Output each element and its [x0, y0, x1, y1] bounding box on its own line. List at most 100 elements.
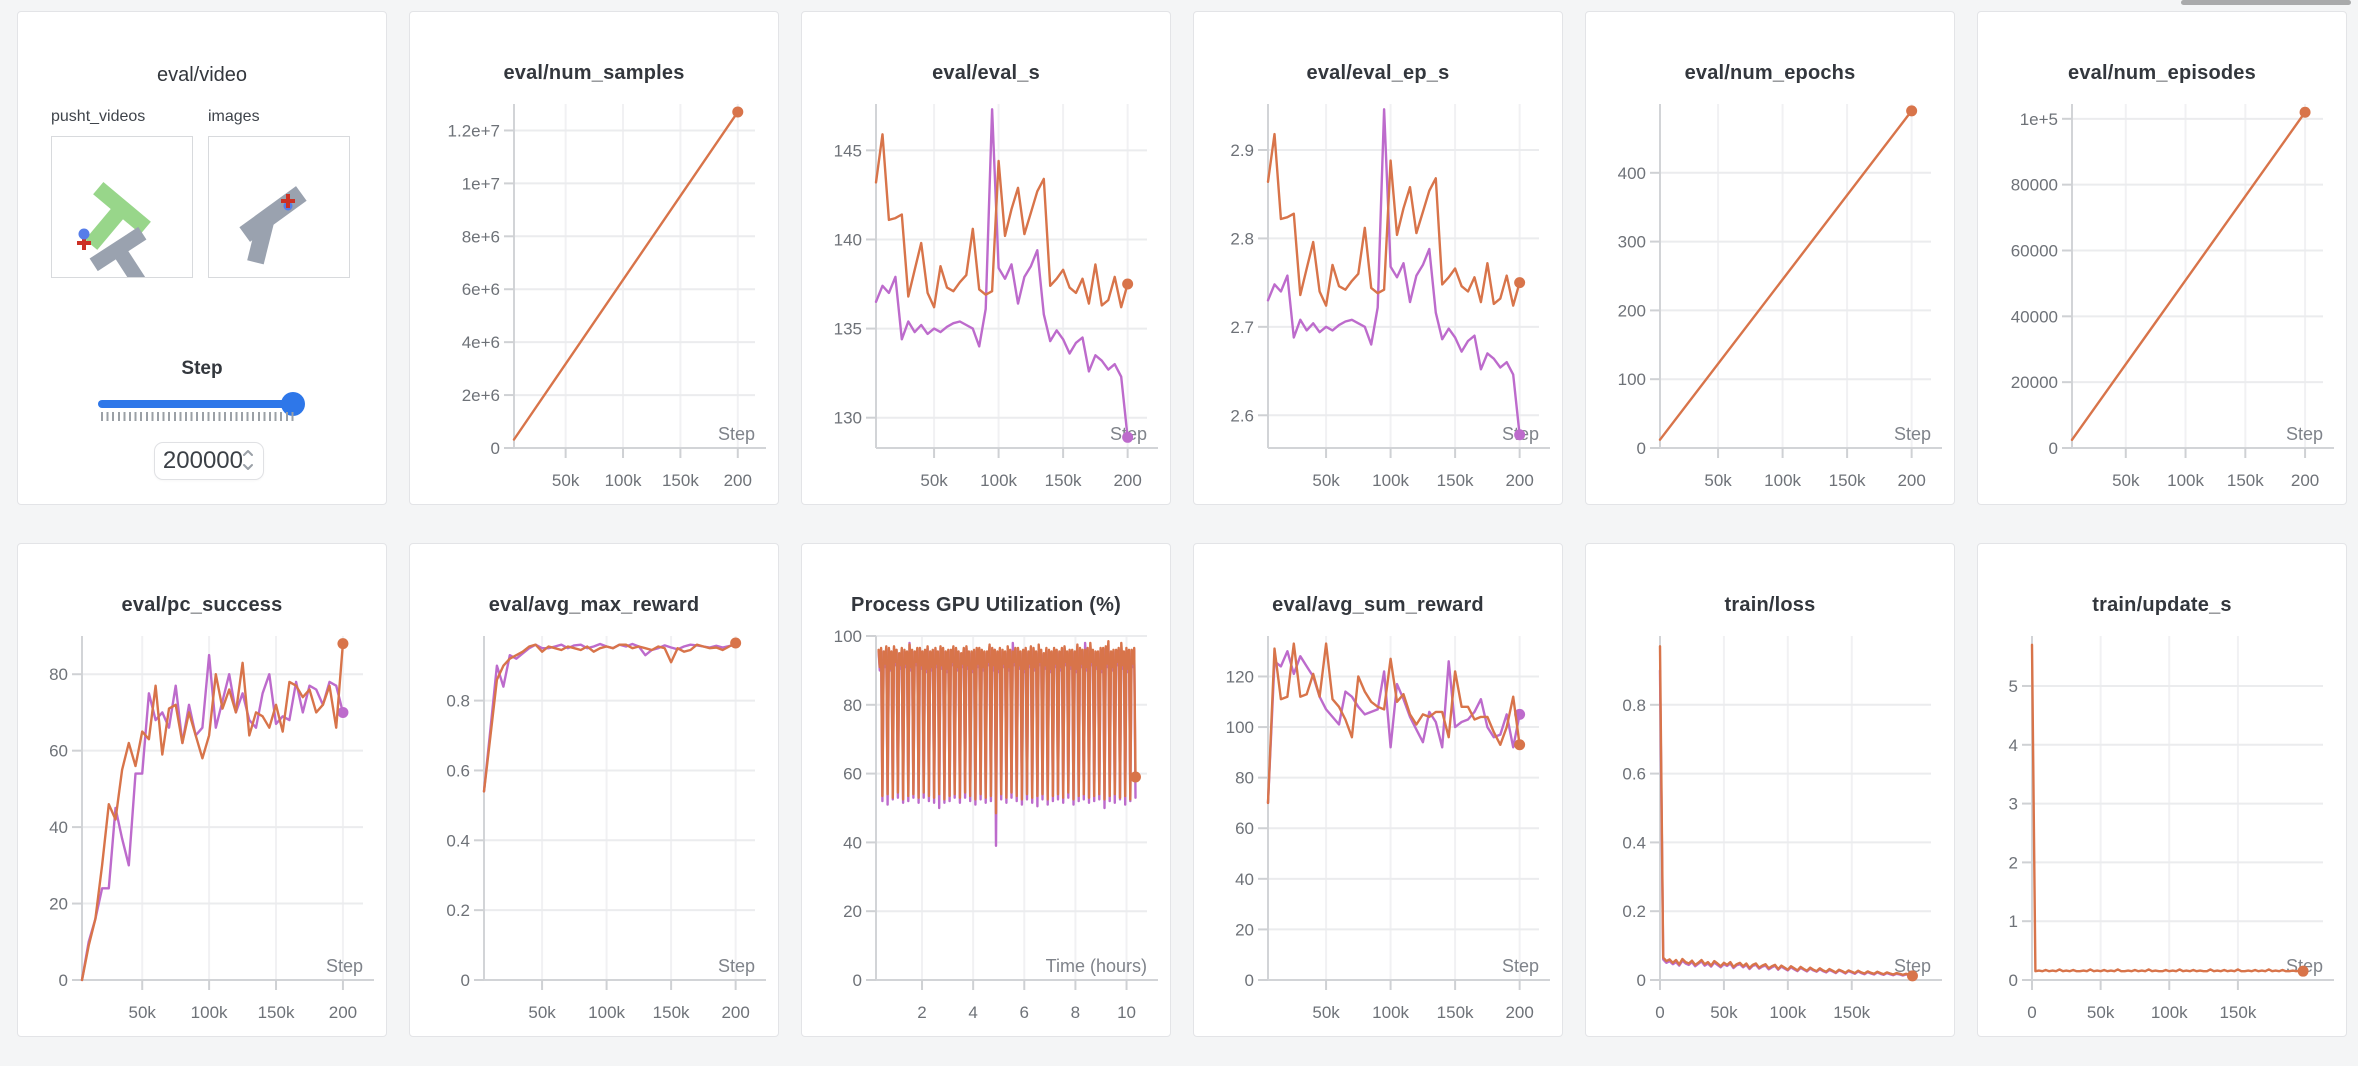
x-tick-label: 100k	[1764, 471, 1801, 490]
x-tick-label: 10	[1117, 1003, 1136, 1022]
series-line-orange	[1658, 109, 1913, 441]
x-tick-label: 200	[1897, 471, 1925, 490]
y-tick-label: 0.4	[446, 831, 470, 850]
chart-title: eval/eval_ep_s	[1306, 62, 1450, 84]
x-tick-label: 150k	[1437, 1003, 1474, 1022]
y-tick-label: 0	[59, 971, 68, 990]
step-slider-track[interactable]	[98, 400, 303, 408]
step-number-input[interactable]: 200000	[154, 442, 264, 480]
x-tick-label: 50k	[528, 1003, 556, 1022]
block-t-stem	[247, 215, 275, 265]
x-tick-label: 200	[721, 1003, 749, 1022]
panel-process-gpu-utilization[interactable]: Process GPU Utilization (%) 0 20 40 60 80 100 2…	[801, 543, 1171, 1037]
chart-plot-eval-eval_s[interactable]: 13013514014550k100k150k200Step	[802, 90, 1170, 506]
y-tick-label: 145	[834, 141, 862, 160]
y-tick-label: 0	[2049, 439, 2058, 458]
panel-train-loss[interactable]: train/loss 0 0.2 0.4 0.6 0.8 0 50k 100k 150k Step	[1585, 543, 1955, 1037]
step-value: 200000	[162, 447, 243, 474]
y-tick-label: 300	[1618, 233, 1646, 252]
x-tick-label: 6	[1020, 1003, 1029, 1022]
series-line-orange	[80, 642, 345, 982]
series-line-orange	[2030, 643, 2305, 973]
series-endpoint-dot-purple	[1122, 431, 1134, 443]
target-cross	[281, 194, 295, 208]
x-tick-label: 200	[329, 1003, 357, 1022]
pusht-video-thumbnail[interactable]	[51, 136, 193, 290]
panel-eval-avg_max_reward[interactable]: eval/avg_max_reward 0 0.2 0.4 0.6 0.8 50k 100k 1…	[409, 543, 779, 1037]
chart-title: train/update_s	[2092, 594, 2232, 616]
series-endpoint-dot-purple	[1514, 429, 1526, 441]
panel-eval-avg_sum_reward[interactable]: eval/avg_sum_reward 0 20 40 60 80 100 120 50k 100…	[1193, 543, 1563, 1037]
chart-plot-eval-num_epochs[interactable]: 0 100 200 300 400 50k 100k 150k 200 Step	[1586, 90, 1954, 506]
chart-title: eval/num_episodes	[2068, 62, 2256, 84]
series-line-orange	[512, 110, 739, 441]
panel-eval-num_samples[interactable]: eval/num_samples 0 2e+6 4e+6 6e+6 8e+6 1e+7 1.2…	[409, 11, 779, 505]
x-axis-label: Time (hours)	[1046, 956, 1147, 976]
chart-title: eval/num_samples	[503, 62, 685, 84]
x-tick-label: 200	[1505, 1003, 1533, 1022]
stepper-up-icon[interactable]	[241, 447, 255, 460]
series-line-purple	[1266, 108, 1521, 436]
x-axis-label: Step	[1502, 956, 1539, 976]
chart-plot-eval-avg_sum_reward[interactable]: 0 20 40 60 80 100 120 50k 100k 150k 200 Step	[1194, 622, 1562, 1038]
y-tick-label: 60	[843, 765, 862, 784]
series-endpoint-dot-orange	[1122, 278, 1134, 290]
y-tick-label: 4	[2009, 736, 2018, 755]
series-line-purple	[482, 642, 737, 793]
y-tick-label: 2.8	[1230, 229, 1254, 248]
panel-eval-eval_ep_s[interactable]: eval/eval_ep_s 2.6 2.7 2.8 2.9 50k 100k 150k 200…	[1193, 11, 1563, 505]
series-endpoint-dot-orange	[1906, 105, 1918, 117]
target-cross	[77, 236, 91, 250]
series-endpoint-dot-orange	[730, 637, 742, 649]
step-slider[interactable]	[98, 392, 305, 416]
panel-train-update_s[interactable]: train/update_s 012345050k100k150kStep	[1977, 543, 2347, 1037]
chart-plot-eval-pc_success[interactable]: 0 20 40 60 80 50k 100k 150k 200 Step	[18, 622, 386, 1038]
x-tick-label: 100k	[1769, 1003, 1806, 1022]
y-tick-label: 135	[834, 320, 862, 339]
chart-plot-train-loss[interactable]: 0 0.2 0.4 0.6 0.8 0 50k 100k 150k Step	[1586, 622, 1954, 1038]
x-tick-label: 100k	[191, 1003, 228, 1022]
panel-eval-eval_s[interactable]: eval/eval_s13013514014550k100k150k200Ste…	[801, 11, 1171, 505]
chart-plot-eval-avg_max_reward[interactable]: 0 0.2 0.4 0.6 0.8 50k 100k 150k 200 Step	[410, 622, 778, 1038]
series-endpoint-dot-orange	[337, 638, 349, 650]
y-tick-label: 1.2e+7	[448, 121, 500, 140]
series-endpoint-dot-orange	[732, 106, 744, 118]
series-line-orange	[1266, 132, 1521, 307]
stepper-down-icon[interactable]	[241, 460, 255, 473]
y-tick-label: 8e+6	[462, 227, 500, 246]
chart-plot-train-update_s[interactable]: 012345050k100k150kStep	[1978, 622, 2346, 1038]
y-tick-label: 2.7	[1230, 318, 1254, 337]
chart-title: Process GPU Utilization (%)	[851, 594, 1121, 616]
x-tick-label: 50k	[1710, 1003, 1738, 1022]
x-tick-label: 4	[968, 1003, 977, 1022]
series-endpoint-dot-orange	[1129, 771, 1141, 783]
y-tick-label: 0.8	[1622, 696, 1646, 715]
y-tick-label: 0	[853, 971, 862, 990]
chart-plot-eval-num_episodes[interactable]: 0 20000 40000 60000 80000 1e+5 50k 100k 150k 200 S…	[1978, 90, 2346, 506]
series-endpoint-dot-orange	[1514, 277, 1526, 289]
panel-eval-num_episodes[interactable]: eval/num_episodes 0 20000 40000 60000 80000 1e…	[1977, 11, 2347, 505]
chart-plot-process-gpu-utilization[interactable]: 0 20 40 60 80 100 2 4 6 8 10 Time (hours)	[802, 622, 1170, 1038]
y-tick-label: 100	[834, 627, 862, 646]
panel-title: eval/video	[156, 64, 248, 86]
images-thumbnail[interactable]	[208, 136, 350, 278]
y-tick-label: 0	[1637, 439, 1646, 458]
y-tick-label: 0.2	[1622, 902, 1646, 921]
y-tick-label: 60	[1235, 819, 1254, 838]
y-tick-label: 0.6	[1622, 765, 1646, 784]
panel-eval-num_epochs[interactable]: eval/num_epochs 0 100 200 300 400 50k 100k 150k 2…	[1585, 11, 1955, 505]
chart-plot-eval-eval_ep_s[interactable]: 2.62.72.82.950k100k150k200Step	[1194, 90, 1562, 506]
panel-eval-pc_success[interactable]: eval/pc_success 0 20 40 60 80 50k 100k 150k 200 St…	[17, 543, 387, 1037]
x-tick-label: 100k	[980, 471, 1017, 490]
x-tick-label: 200	[1505, 471, 1533, 490]
horizontal-scrollbar-thumb[interactable]	[2181, 0, 2351, 5]
chart-plot-eval-num_samples[interactable]: 0 2e+6 4e+6 6e+6 8e+6 1e+7 1.2e+7 50k 100k 150k 20…	[410, 90, 778, 506]
y-tick-label: 2.9	[1230, 141, 1254, 160]
series-endpoint-dot-orange	[2299, 106, 2311, 118]
x-tick-label: 0	[2027, 1003, 2036, 1022]
x-tick-label: 150k	[2227, 471, 2264, 490]
y-tick-label: 60000	[2011, 241, 2058, 260]
panel-eval-video[interactable]: eval/video pusht_videos images	[17, 11, 387, 505]
series-line-purple	[874, 108, 1129, 439]
chart-title: eval/avg_sum_reward	[1272, 594, 1484, 616]
